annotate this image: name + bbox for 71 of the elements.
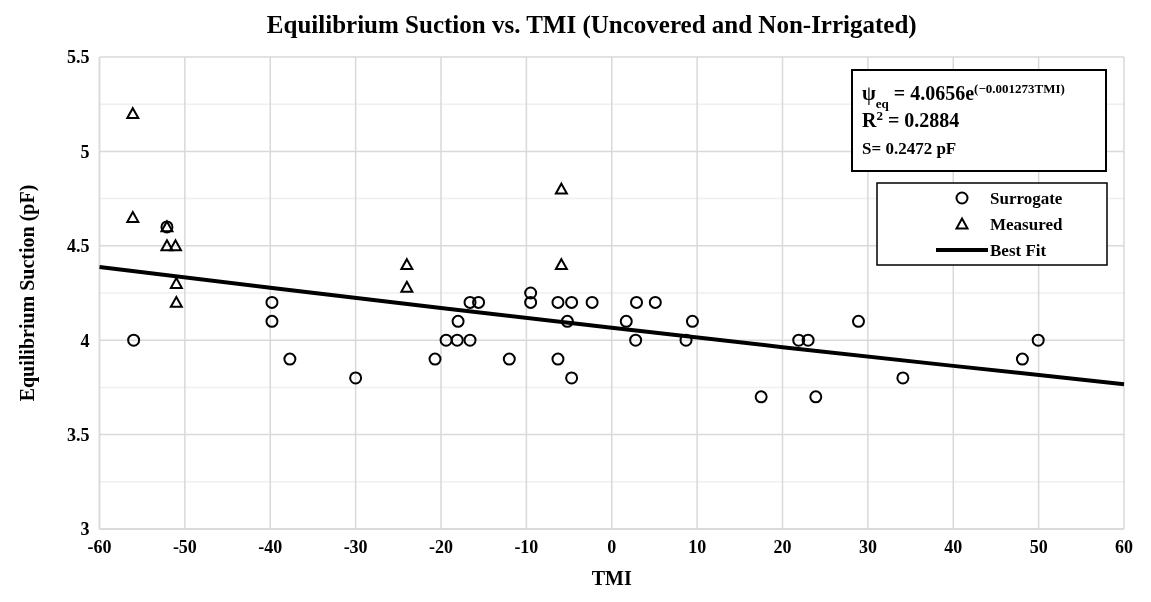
x-tick-label: 20 [773, 537, 792, 557]
point [126, 107, 140, 120]
point [168, 239, 182, 252]
point [265, 295, 279, 309]
point [565, 295, 579, 309]
point [792, 333, 806, 347]
point [169, 277, 183, 289]
point [1031, 333, 1045, 347]
x-tick-label: 30 [858, 537, 877, 557]
point [648, 295, 662, 309]
point [127, 333, 141, 347]
point [400, 258, 414, 271]
point [685, 314, 699, 328]
point [160, 239, 174, 252]
y-tick-label: 3.5 [67, 424, 90, 445]
point [169, 295, 183, 308]
point [428, 352, 442, 366]
x-tick-label: 40 [944, 537, 963, 557]
point [809, 390, 823, 404]
x-tick-label: -20 [429, 537, 453, 557]
legend-label: Surrogate [990, 188, 1063, 208]
x-tick-label: 0 [607, 537, 617, 557]
annotation: S= 0.2472 pF [862, 139, 957, 158]
x-tick-label: -50 [172, 537, 197, 557]
point [754, 390, 768, 404]
y-tick-label: 5.5 [67, 47, 90, 68]
x-tick-label: -30 [343, 537, 368, 557]
point [472, 295, 486, 309]
point [619, 314, 633, 328]
point [554, 258, 568, 271]
point [554, 182, 568, 195]
point [560, 314, 574, 328]
point [439, 333, 453, 347]
point [524, 295, 538, 309]
point [801, 333, 815, 347]
y-axis-title: Equilibrium Suction (pF) [16, 184, 39, 402]
point [896, 371, 910, 385]
y-tick-label: 4.5 [67, 236, 90, 257]
y-tick-label: 4 [80, 330, 90, 351]
point [126, 210, 140, 223]
point [463, 295, 477, 309]
point [400, 280, 414, 293]
y-tick-label: 5 [80, 141, 90, 162]
point [565, 371, 579, 385]
point [629, 333, 643, 347]
x-tick-label: -60 [87, 537, 112, 557]
point [851, 314, 865, 328]
x-tick-label: 10 [688, 537, 707, 557]
x-tick-label: 50 [1029, 537, 1048, 557]
point [451, 314, 465, 328]
x-axis-title: TMI [591, 567, 632, 589]
line-series [97, 264, 1126, 387]
x-tick-label: 60 [1115, 537, 1133, 557]
point [283, 352, 297, 366]
point [265, 314, 279, 328]
point [349, 371, 363, 385]
point [463, 333, 477, 347]
point [630, 295, 644, 309]
point [1015, 352, 1029, 366]
point [502, 352, 516, 366]
point [585, 295, 599, 309]
point [524, 286, 538, 300]
x-tick-label: -40 [258, 537, 283, 557]
chart-title: Equilibrium Suction vs. TMI (Uncovered and Non-Irrigated) [266, 11, 917, 39]
point [450, 333, 464, 347]
point [551, 295, 565, 309]
legend-label: Best Fit [990, 240, 1047, 260]
point [551, 352, 565, 366]
y-tick-label: 3 [80, 519, 90, 540]
legend-label: Measured [990, 214, 1063, 234]
x-tick-label: -10 [514, 537, 539, 557]
